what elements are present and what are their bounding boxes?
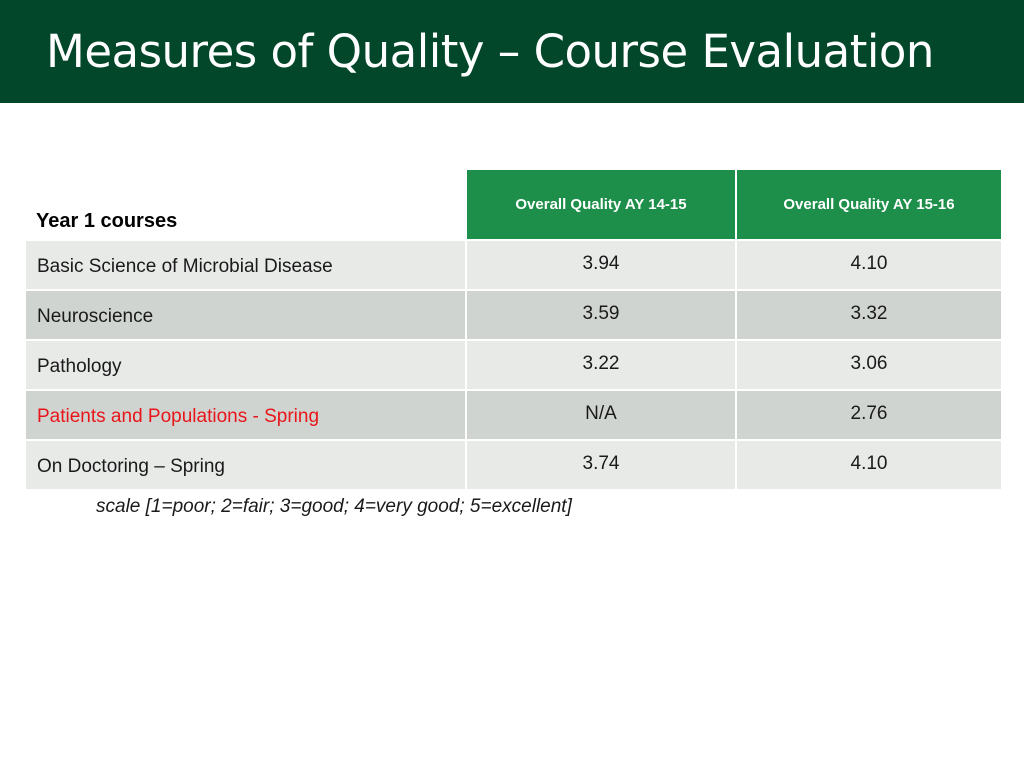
- score-ay-14-15: 3.94: [466, 239, 737, 290]
- score-ay-15-16: 4.10: [736, 239, 1001, 290]
- score-ay-15-16: 3.32: [736, 289, 1001, 340]
- course-name: Pathology: [26, 339, 467, 390]
- score-ay-14-15: 3.22: [466, 339, 737, 390]
- header-ay-15-16: Overall Quality AY 15-16: [736, 170, 1001, 240]
- slide-title: Measures of Quality – Course Evaluation: [46, 25, 934, 78]
- table-row: Basic Science of Microbial Disease 3.94 …: [26, 239, 1001, 290]
- course-evaluation-table: Year 1 courses Overall Quality AY 14-15 …: [26, 170, 1001, 489]
- table-row-highlighted: Patients and Populations - Spring N/A 2.…: [26, 389, 1001, 440]
- score-ay-14-15: 3.74: [466, 439, 737, 489]
- scale-note: scale [1=poor; 2=fair; 3=good; 4=very go…: [96, 496, 572, 517]
- year-1-courses-label: Year 1 courses: [26, 170, 467, 240]
- score-ay-15-16: 3.06: [736, 339, 1001, 390]
- course-name: Patients and Populations - Spring: [26, 389, 467, 440]
- course-name: Basic Science of Microbial Disease: [26, 239, 467, 290]
- course-name: Neuroscience: [26, 289, 467, 340]
- score-ay-14-15: N/A: [466, 389, 737, 440]
- table-row: On Doctoring – Spring 3.74 4.10: [26, 439, 1001, 489]
- course-name: On Doctoring – Spring: [26, 439, 467, 489]
- table-header-row: Year 1 courses Overall Quality AY 14-15 …: [26, 170, 1001, 240]
- table-row: Neuroscience 3.59 3.32: [26, 289, 1001, 340]
- score-ay-15-16: 2.76: [736, 389, 1001, 440]
- table-row: Pathology 3.22 3.06: [26, 339, 1001, 390]
- title-bar: Measures of Quality – Course Evaluation: [0, 0, 1024, 103]
- score-ay-14-15: 3.59: [466, 289, 737, 340]
- header-ay-14-15: Overall Quality AY 14-15: [466, 170, 737, 240]
- score-ay-15-16: 4.10: [736, 439, 1001, 489]
